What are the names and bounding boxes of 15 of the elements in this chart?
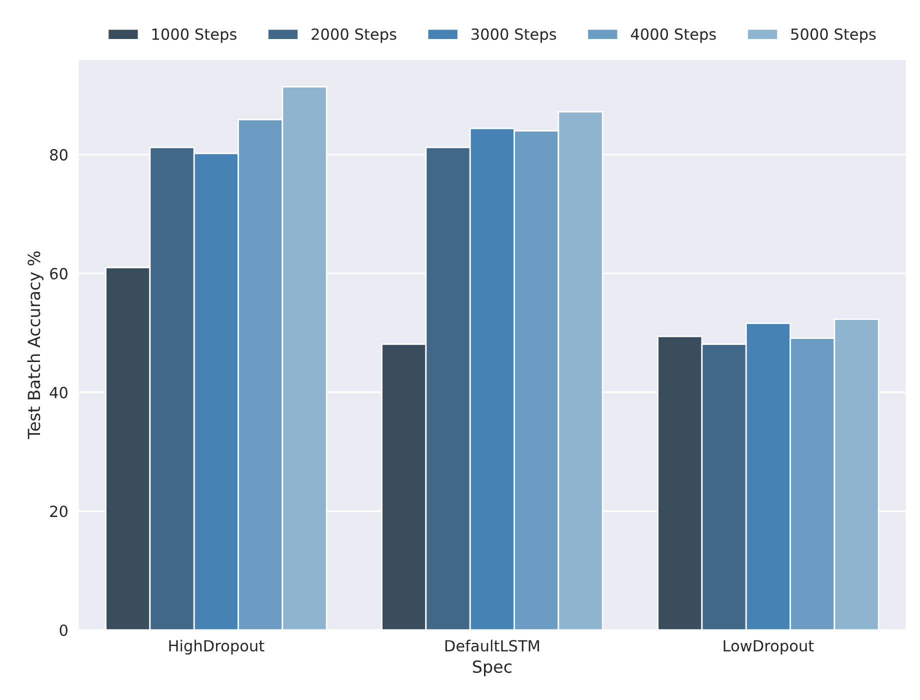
- legend-label: 1000 Steps: [152, 28, 236, 43]
- legend-label: 2000 Steps: [312, 28, 396, 43]
- y-tick-label: 80: [50, 149, 68, 161]
- legend-label: 5000 Steps: [791, 28, 876, 43]
- y-axis-title: Test Batch Accuracy %: [27, 251, 44, 440]
- x-tick-label: DefaultLSTM: [445, 640, 539, 652]
- y-tick-label: 0: [60, 624, 68, 636]
- legend-label: 3000 Steps: [472, 28, 556, 43]
- x-tick-label: LowDropout: [724, 640, 814, 655]
- y-tick-label: 40: [50, 386, 68, 398]
- y-tick-label: 20: [50, 506, 68, 518]
- x-axis-title: Spec: [473, 660, 512, 676]
- legend-label: 4000 Steps: [630, 28, 716, 43]
- y-tick-label: 60: [50, 268, 68, 280]
- x-tick-label: HighDropout: [169, 640, 264, 655]
